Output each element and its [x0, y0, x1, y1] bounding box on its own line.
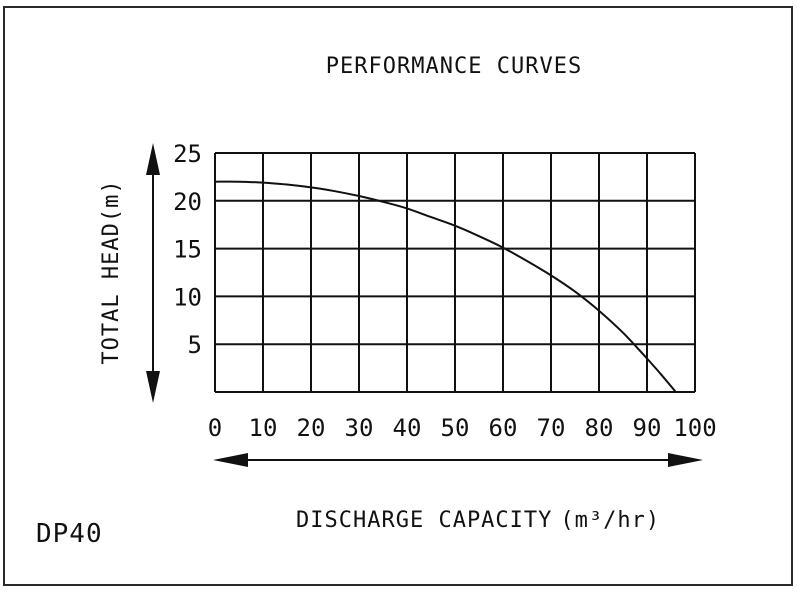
y-axis-label: TOTAL HEAD(m) [99, 179, 124, 364]
x-tick-label-70: 70 [537, 414, 566, 442]
x-tick-label-0: 0 [208, 414, 222, 442]
x-axis-label: DISCHARGE CAPACITY (m³/hr) [296, 508, 660, 533]
y-tick-label-5: 5 [188, 331, 202, 359]
y-tick-labels: 5 10 15 20 25 [173, 140, 202, 359]
x-axis-arrow [213, 453, 703, 467]
x-tick-label-60: 60 [489, 414, 518, 442]
x-tick-label-20: 20 [297, 414, 326, 442]
performance-curve-line [214, 180, 677, 393]
x-tick-label-10: 10 [249, 414, 278, 442]
x-tick-label-90: 90 [633, 414, 662, 442]
y-axis-arrow [146, 143, 160, 403]
x-tick-label-100: 100 [673, 414, 716, 442]
curve-layer [214, 180, 677, 393]
y-tick-label-10: 10 [173, 283, 202, 311]
x-tick-label-40: 40 [393, 414, 422, 442]
x-tick-label-50: 50 [441, 414, 470, 442]
x-tick-label-30: 30 [345, 414, 374, 442]
x-tick-labels: 0 10 20 30 40 50 60 70 80 90 100 [208, 414, 717, 442]
y-tick-label-20: 20 [173, 188, 202, 216]
y-tick-label-25: 25 [173, 140, 202, 168]
chart-title: PERFORMANCE CURVES [326, 54, 582, 79]
model-label: DP40 [36, 519, 103, 549]
y-tick-label-15: 15 [173, 236, 202, 264]
chart-grid [214, 152, 696, 393]
x-tick-label-80: 80 [585, 414, 614, 442]
